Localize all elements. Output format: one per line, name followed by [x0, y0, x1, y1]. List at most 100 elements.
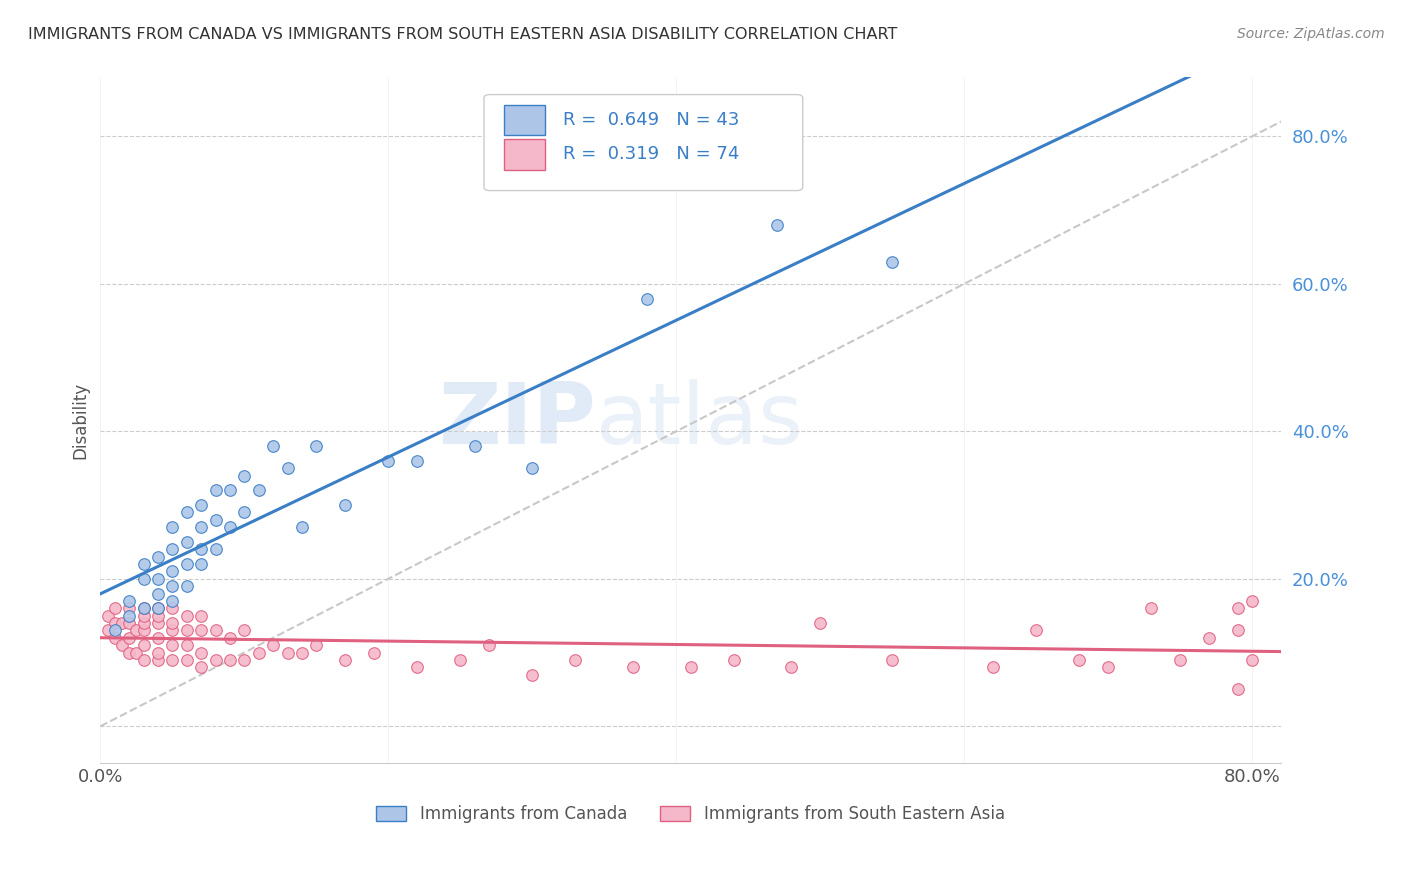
Point [162, 579, 184, 593]
Point [305, 439, 328, 453]
Point [233, 505, 256, 519]
Point [162, 520, 184, 534]
Point [146, 615, 169, 630]
Point [146, 549, 169, 564]
Point [132, 638, 155, 652]
Point [305, 638, 328, 652]
Point [522, 461, 544, 475]
Point [333, 653, 356, 667]
Point [118, 615, 141, 630]
Point [190, 542, 212, 557]
Point [162, 615, 184, 630]
Point [190, 608, 212, 623]
Point [104, 631, 127, 645]
Point [1140, 601, 1163, 615]
Point [204, 653, 226, 667]
Point [125, 646, 148, 660]
Point [219, 483, 242, 498]
Point [233, 653, 256, 667]
FancyBboxPatch shape [505, 104, 546, 136]
Point [190, 660, 212, 674]
Point [176, 557, 198, 571]
Point [146, 653, 169, 667]
Point [118, 646, 141, 660]
Legend: Immigrants from Canada, Immigrants from South Eastern Asia: Immigrants from Canada, Immigrants from … [377, 805, 1005, 823]
Point [96, 608, 118, 623]
Point [204, 542, 226, 557]
Point [132, 601, 155, 615]
Point [146, 631, 169, 645]
Point [204, 483, 226, 498]
Point [162, 638, 184, 652]
Point [564, 653, 586, 667]
Point [176, 608, 198, 623]
Point [176, 505, 198, 519]
Point [1025, 624, 1047, 638]
Point [162, 565, 184, 579]
Point [262, 439, 284, 453]
Point [204, 624, 226, 638]
Text: R =  0.319   N = 74: R = 0.319 N = 74 [562, 145, 740, 163]
Point [276, 646, 298, 660]
Point [146, 608, 169, 623]
FancyBboxPatch shape [505, 139, 546, 169]
Point [176, 638, 198, 652]
Point [111, 615, 134, 630]
Point [363, 646, 385, 660]
Point [118, 594, 141, 608]
Point [1226, 624, 1249, 638]
Point [176, 535, 198, 549]
Point [146, 586, 169, 600]
Point [96, 624, 118, 638]
Point [146, 646, 169, 660]
Point [146, 572, 169, 586]
Text: IMMIGRANTS FROM CANADA VS IMMIGRANTS FROM SOUTH EASTERN ASIA DISABILITY CORRELAT: IMMIGRANTS FROM CANADA VS IMMIGRANTS FRO… [28, 27, 897, 42]
Point [219, 653, 242, 667]
Point [190, 498, 212, 512]
Point [162, 653, 184, 667]
Point [162, 624, 184, 638]
Point [780, 660, 803, 674]
Point [276, 461, 298, 475]
Text: Source: ZipAtlas.com: Source: ZipAtlas.com [1237, 27, 1385, 41]
Point [132, 615, 155, 630]
Point [1198, 631, 1220, 645]
Point [132, 572, 155, 586]
Point [882, 254, 904, 268]
FancyBboxPatch shape [484, 95, 803, 191]
Point [176, 624, 198, 638]
Point [1226, 601, 1249, 615]
Point [1069, 653, 1091, 667]
Point [247, 483, 270, 498]
Point [132, 601, 155, 615]
Point [176, 579, 198, 593]
Point [219, 520, 242, 534]
Text: ZIP: ZIP [439, 379, 596, 462]
Point [104, 624, 127, 638]
Point [125, 624, 148, 638]
Point [1168, 653, 1191, 667]
Point [176, 653, 198, 667]
Point [162, 542, 184, 557]
Point [118, 601, 141, 615]
Point [132, 653, 155, 667]
Point [146, 601, 169, 615]
Point [522, 667, 544, 681]
Point [190, 520, 212, 534]
Point [118, 631, 141, 645]
Point [291, 520, 314, 534]
Text: atlas: atlas [596, 379, 804, 462]
Point [190, 624, 212, 638]
Point [1240, 653, 1263, 667]
Point [377, 454, 399, 468]
Point [406, 660, 429, 674]
Point [190, 557, 212, 571]
Point [766, 218, 789, 232]
Point [1097, 660, 1119, 674]
Point [204, 513, 226, 527]
Point [636, 292, 658, 306]
Point [808, 615, 831, 630]
Point [291, 646, 314, 660]
Point [162, 594, 184, 608]
Point [132, 608, 155, 623]
